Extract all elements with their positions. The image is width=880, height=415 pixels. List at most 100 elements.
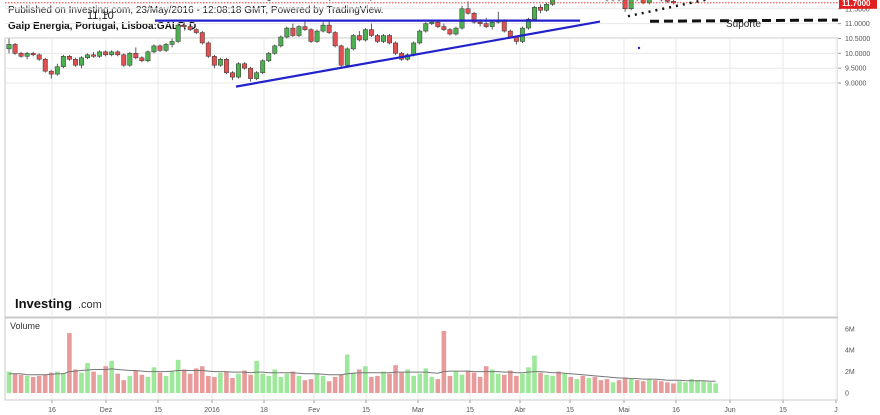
volume-tick-label: 2M xyxy=(845,369,855,376)
time-tick-label: 15 xyxy=(154,407,162,414)
candle xyxy=(157,44,163,52)
candle xyxy=(441,23,447,32)
volume-bar xyxy=(79,372,84,393)
candle-body xyxy=(272,45,278,54)
candle xyxy=(79,56,84,69)
volume-bar xyxy=(230,378,235,393)
candle xyxy=(181,22,187,29)
volume-bar xyxy=(320,375,326,393)
volume-bar xyxy=(713,383,718,393)
candle-body xyxy=(344,48,350,66)
volume-bar xyxy=(435,379,441,393)
candle xyxy=(664,0,670,3)
candle-body xyxy=(91,54,97,57)
candle-body xyxy=(72,59,78,66)
candle-body xyxy=(664,0,670,2)
candle xyxy=(103,50,109,57)
candle xyxy=(302,20,308,32)
candle xyxy=(338,44,344,67)
candle-body xyxy=(350,35,356,50)
volume-bar xyxy=(465,370,471,393)
volume-bar xyxy=(610,382,616,393)
time-tick-label: 2016 xyxy=(204,407,220,414)
resistance-level-label: 11,10 xyxy=(87,10,114,22)
time-tick-label: Abr xyxy=(515,407,527,414)
candle-body xyxy=(42,59,48,72)
candle-body xyxy=(525,18,531,29)
volume-bar xyxy=(483,366,489,393)
volume-bar xyxy=(701,381,706,393)
time-tick-label: 15 xyxy=(466,407,474,414)
volume-bar xyxy=(308,379,314,393)
volume-bar xyxy=(284,373,290,393)
candle-body xyxy=(205,42,211,57)
investing-logo: Investing .com xyxy=(15,296,102,311)
candle xyxy=(544,2,550,12)
candle xyxy=(260,59,266,75)
candle xyxy=(326,20,332,35)
volume-moving-average xyxy=(9,368,716,382)
volume-bar xyxy=(580,375,586,393)
candle-body xyxy=(193,29,199,33)
volume-bar xyxy=(302,380,308,393)
price-axis-area xyxy=(838,38,878,412)
volume-tick-label: 4M xyxy=(845,348,855,355)
candle xyxy=(266,51,272,63)
candle-body xyxy=(393,42,399,54)
stray-dot xyxy=(637,46,641,50)
candle-body xyxy=(163,44,169,51)
candle xyxy=(91,51,97,58)
volume-bar xyxy=(55,371,60,393)
candle xyxy=(610,0,616,2)
price-tick-label: 10.0000 xyxy=(845,51,870,58)
volume-bar xyxy=(36,375,42,393)
volume-bar xyxy=(169,371,175,393)
volume-bar xyxy=(586,378,592,393)
triangle-annotation: Triângulo ascendente (confirmado) xyxy=(249,0,373,1)
candle xyxy=(368,23,374,37)
volume-bar xyxy=(659,381,664,393)
candle-body xyxy=(326,24,332,33)
volume-bar xyxy=(109,360,114,393)
volume-bar xyxy=(622,378,628,393)
volume-bar xyxy=(616,380,622,393)
volume-bar xyxy=(242,370,247,393)
candle-body xyxy=(622,0,628,10)
volume-bar xyxy=(489,369,495,393)
volume-bar xyxy=(314,373,320,393)
candle xyxy=(393,41,399,55)
volume-bar xyxy=(640,381,646,393)
candle-body xyxy=(435,21,441,27)
candle xyxy=(658,0,664,2)
volume-bar xyxy=(646,379,652,393)
candle xyxy=(465,1,471,15)
candle-body xyxy=(477,21,483,24)
volume-bar xyxy=(532,355,537,393)
candle-body xyxy=(356,35,362,41)
candle xyxy=(616,0,622,2)
candle xyxy=(284,26,290,39)
candle xyxy=(495,11,501,24)
chart-frame xyxy=(4,37,878,412)
last-price-badge xyxy=(839,0,877,9)
candle-body xyxy=(459,8,465,29)
candle-body xyxy=(628,0,634,10)
candle-body xyxy=(507,30,513,38)
candle-body xyxy=(223,59,229,73)
candle xyxy=(151,44,157,54)
candle xyxy=(453,26,459,36)
candle-body xyxy=(489,21,495,27)
volume-bar xyxy=(592,376,598,393)
candle xyxy=(538,4,543,14)
candle xyxy=(290,23,296,37)
candle xyxy=(622,0,628,12)
axes: 9.0000 9.5000 10.0000 10.5000 11.0000 11.5000… xyxy=(5,0,877,414)
candle xyxy=(97,50,103,58)
candle-body xyxy=(266,53,272,62)
volume-bar xyxy=(248,374,253,393)
candle xyxy=(193,28,199,35)
volume-bar xyxy=(266,375,272,393)
volume-bar xyxy=(423,368,429,393)
candle-body xyxy=(447,29,453,35)
volume-bar xyxy=(411,375,416,393)
